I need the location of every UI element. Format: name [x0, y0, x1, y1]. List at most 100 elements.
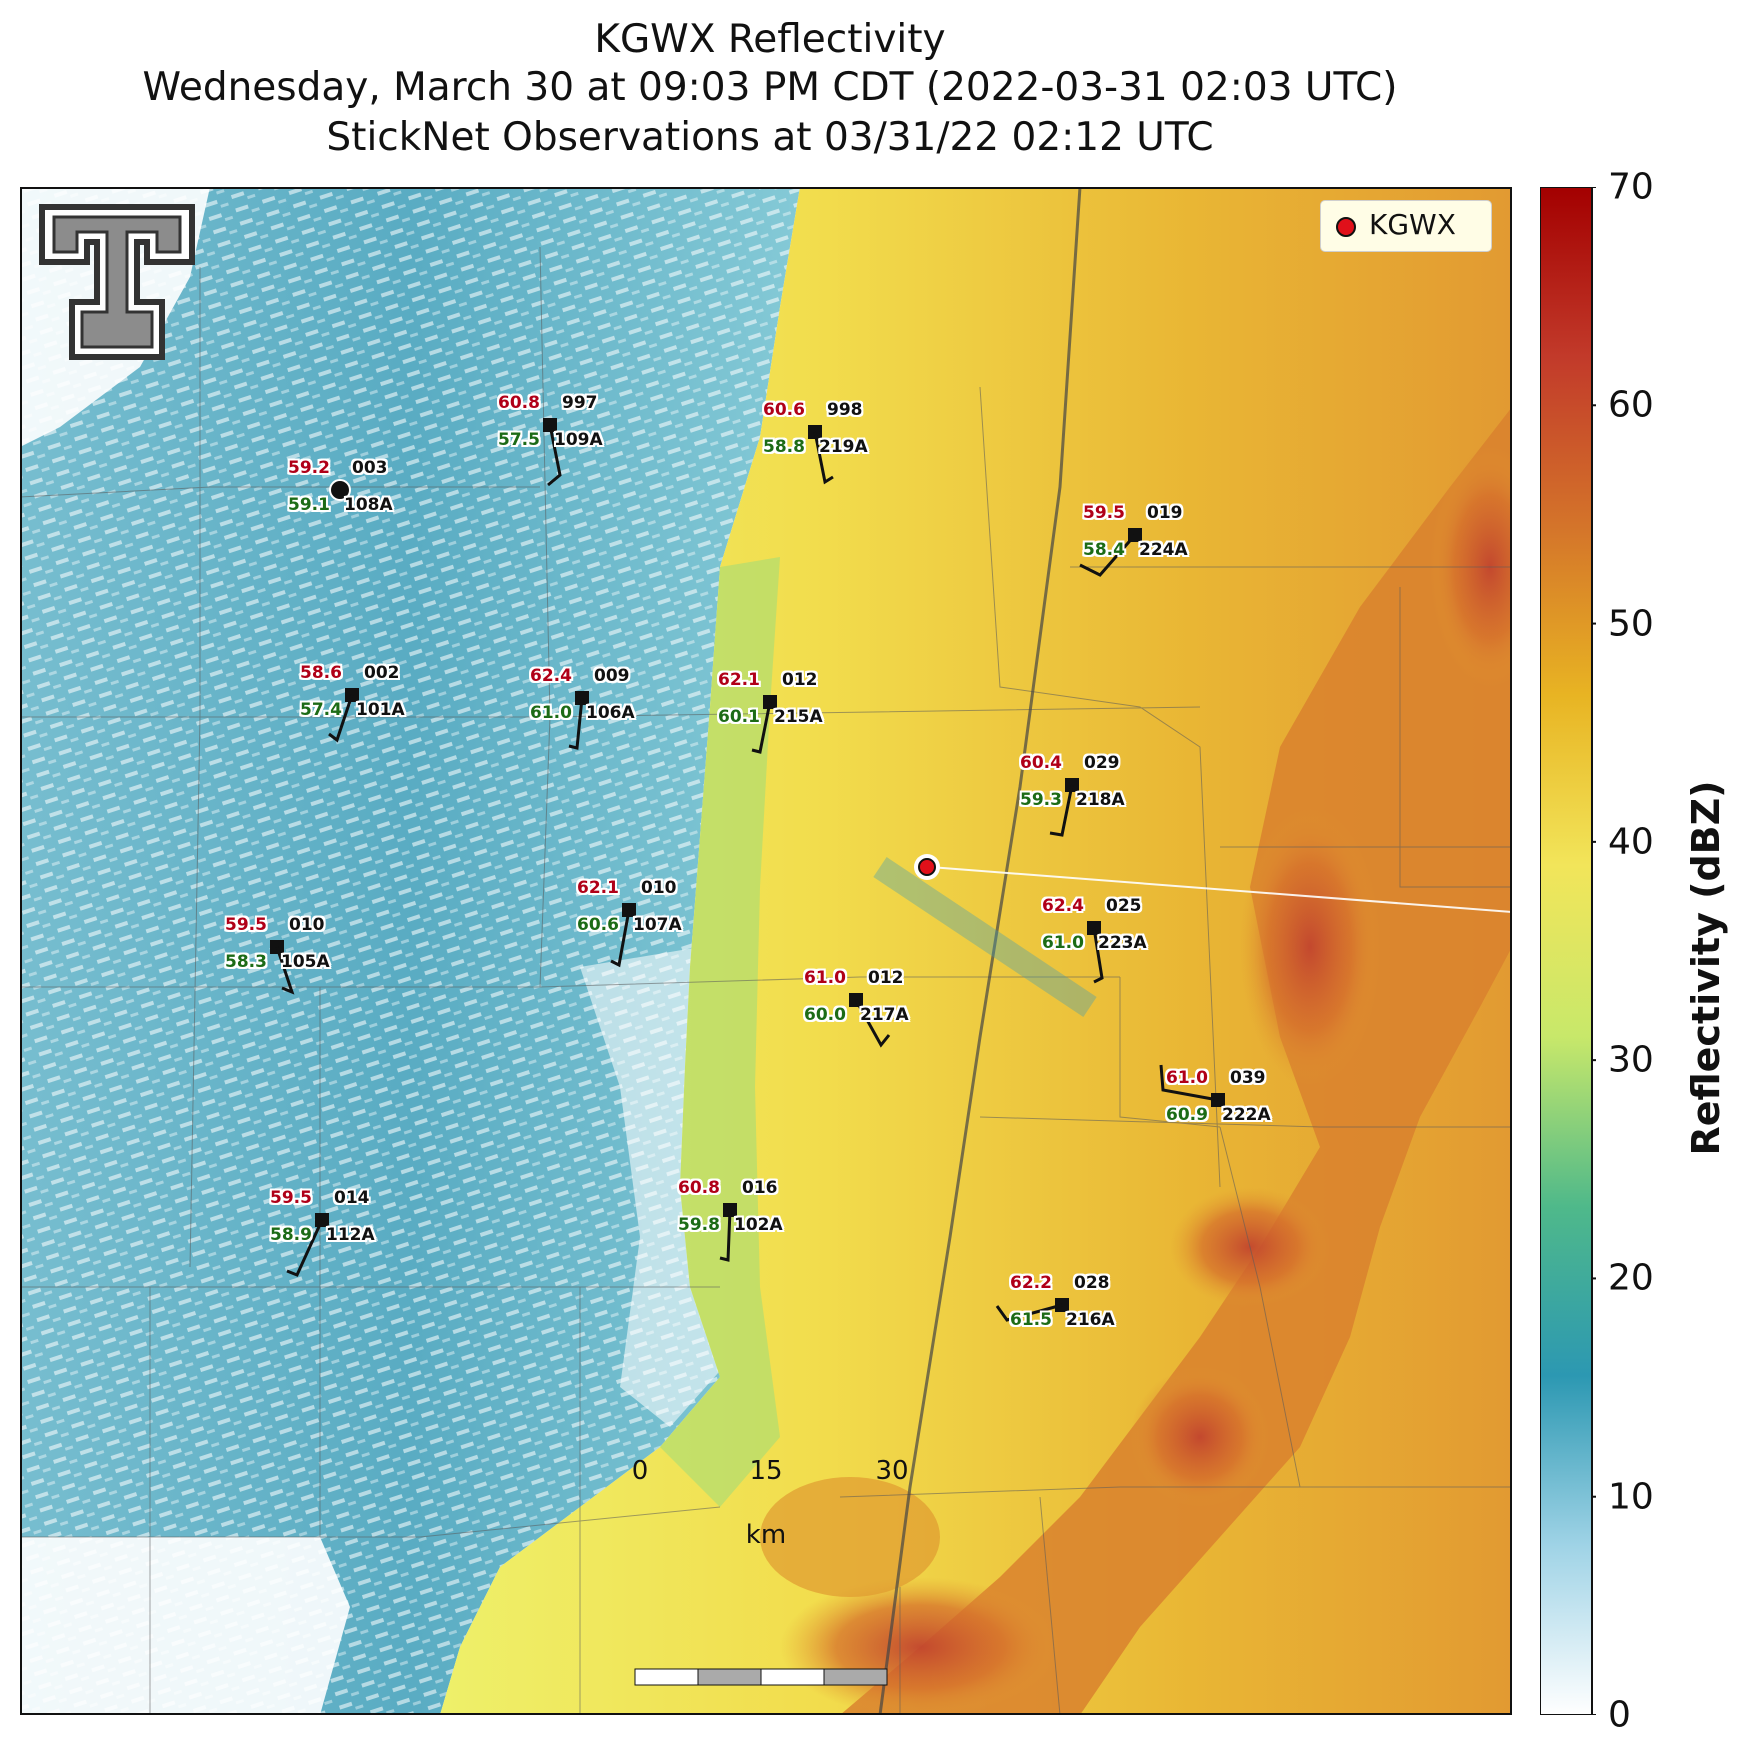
- station-top-id: 003: [352, 458, 388, 478]
- colorbar-tick-label: 50: [1608, 603, 1654, 645]
- wind-barb-icon: [719, 1209, 732, 1262]
- station-dewpoint: 58.4: [1083, 540, 1125, 560]
- station-dewpoint: 61.0: [530, 703, 572, 723]
- station-dewpoint: 58.3: [225, 952, 267, 972]
- scale-bar: [634, 1668, 888, 1686]
- station-bottom-id: 216A: [1066, 1310, 1115, 1330]
- station-dewpoint: 60.6: [577, 915, 619, 935]
- wind-barb-icon: [328, 694, 354, 743]
- station-top-id: 019: [1147, 503, 1183, 523]
- station-temperature: 62.4: [1042, 896, 1084, 916]
- wind-barb-icon: [751, 701, 772, 754]
- station-top-id: 014: [334, 1188, 370, 1208]
- colorbar-label: Reflectivity (dBZ): [1684, 780, 1728, 1156]
- legend-label: KGWX: [1369, 208, 1456, 241]
- station-bottom-id: 218A: [1076, 790, 1125, 810]
- station-dewpoint: 57.4: [300, 700, 342, 720]
- station-temperature: 62.1: [577, 878, 619, 898]
- station-temperature: 62.4: [530, 666, 572, 686]
- station-dewpoint: 58.9: [270, 1225, 312, 1245]
- station-temperature: 60.8: [498, 393, 540, 413]
- wind-barb-icon: [286, 1219, 324, 1277]
- station-temperature: 59.5: [270, 1188, 312, 1208]
- colorbar-tick-label: 20: [1608, 1257, 1654, 1299]
- station-temperature: 60.6: [763, 400, 805, 420]
- station-top-id: 028: [1074, 1273, 1110, 1293]
- station-temperature: 59.5: [225, 915, 267, 935]
- station-top-id: 039: [1230, 1068, 1266, 1088]
- scale-label-0: 0: [631, 1456, 649, 1486]
- texas-tech-logo-icon: [39, 204, 195, 360]
- station-bottom-id: 101A: [356, 700, 405, 720]
- station-bottom-id: 222A: [1222, 1105, 1271, 1125]
- station-top-id: 998: [827, 400, 863, 420]
- station-bottom-id: 105A: [281, 952, 330, 972]
- station-temperature: 61.0: [1166, 1068, 1208, 1088]
- station-marker: [270, 940, 284, 954]
- wind-barb-icon: [610, 909, 631, 968]
- wind-barb-icon: [813, 431, 834, 485]
- station-top-id: 009: [594, 666, 630, 686]
- station-calm-marker: [329, 479, 351, 501]
- station-temperature: 60.8: [678, 1178, 720, 1198]
- station-dewpoint: 60.0: [804, 1005, 846, 1025]
- colorbar: [1540, 187, 1596, 1715]
- wind-barb-icon: [275, 946, 295, 995]
- station-dewpoint: 60.9: [1166, 1105, 1208, 1125]
- wind-barb-icon: [1092, 927, 1104, 984]
- station-top-id: 012: [868, 968, 904, 988]
- station-dewpoint: 59.8: [678, 1215, 720, 1235]
- title-line-2: Wednesday, March 30 at 09:03 PM CDT (202…: [142, 65, 1398, 110]
- colorbar-tick-label: 40: [1608, 821, 1654, 863]
- station-bottom-id: 108A: [344, 495, 393, 515]
- station-bottom-id: 112A: [326, 1225, 375, 1245]
- station-temperature: 62.2: [1010, 1273, 1052, 1293]
- station-dewpoint: 60.1: [718, 707, 760, 727]
- station-bottom-id: 224A: [1139, 540, 1188, 560]
- station-dewpoint: 57.5: [498, 430, 540, 450]
- station-dewpoint: 61.0: [1042, 933, 1084, 953]
- wind-barb-icon: [854, 999, 891, 1048]
- scale-unit: km: [745, 1520, 787, 1550]
- scale-label-30: 30: [875, 1456, 909, 1486]
- station-bottom-id: 106A: [586, 703, 635, 723]
- colorbar-tick-label: 70: [1608, 166, 1654, 208]
- station-bottom-id: 102A: [734, 1215, 783, 1235]
- station-dewpoint: 61.5: [1010, 1310, 1052, 1330]
- wind-barb-icon: [568, 697, 584, 750]
- colorbar-tick-label: 60: [1608, 384, 1654, 426]
- station-top-id: 997: [562, 393, 598, 413]
- kgwx-radar-marker: [918, 858, 936, 876]
- station-top-id: 025: [1106, 896, 1142, 916]
- station-bottom-id: 109A: [554, 430, 603, 450]
- wind-barb-icon: [1159, 1064, 1219, 1102]
- title-line-1: KGWX Reflectivity: [594, 17, 946, 62]
- station-temperature: 58.6: [300, 663, 342, 683]
- station-top-id: 010: [289, 915, 325, 935]
- station-top-id: 016: [742, 1178, 778, 1198]
- colorbar-tick-label: 30: [1608, 1039, 1654, 1081]
- station-bottom-id: 107A: [633, 915, 682, 935]
- station-top-id: 002: [364, 663, 400, 683]
- station-temperature: 59.5: [1083, 503, 1125, 523]
- station-bottom-id: 219A: [819, 437, 868, 457]
- station-dewpoint: 59.3: [1020, 790, 1062, 810]
- station-temperature: 62.1: [718, 670, 760, 690]
- radar-marker-icon: [1336, 217, 1356, 237]
- title-line-3: StickNet Observations at 03/31/22 02:12 …: [326, 115, 1214, 160]
- station-bottom-id: 217A: [860, 1005, 909, 1025]
- wind-barb-icon: [1049, 784, 1074, 837]
- station-dewpoint: 58.8: [763, 437, 805, 457]
- station-top-id: 010: [641, 878, 677, 898]
- station-dewpoint: 59.1: [288, 495, 330, 515]
- wind-barb-icon: [1079, 534, 1137, 577]
- station-bottom-id: 215A: [774, 707, 823, 727]
- station-temperature: 59.2: [288, 458, 330, 478]
- scale-label-15: 15: [749, 1456, 783, 1486]
- station-top-id: 012: [782, 670, 818, 690]
- radar-map: [20, 187, 1512, 1715]
- station-top-id: 029: [1084, 753, 1120, 773]
- station-temperature: 60.4: [1020, 753, 1062, 773]
- station-bottom-id: 223A: [1098, 933, 1147, 953]
- colorbar-tick-label: 0: [1608, 1694, 1631, 1736]
